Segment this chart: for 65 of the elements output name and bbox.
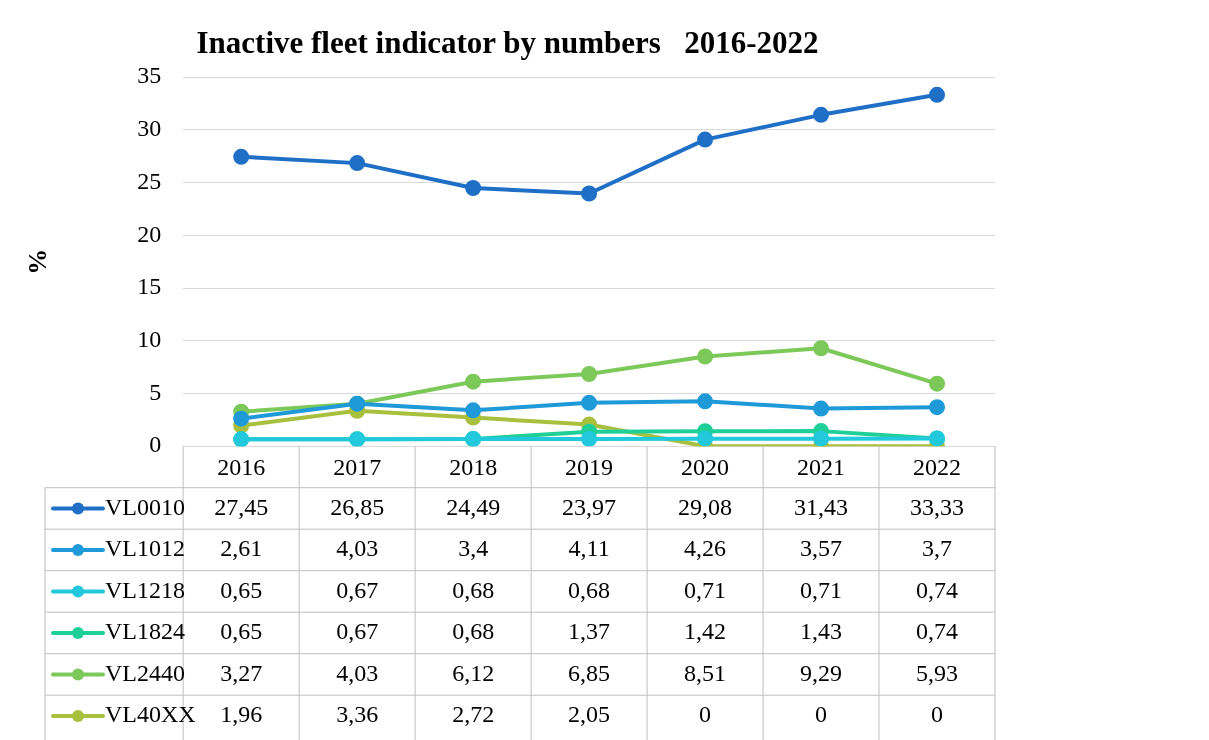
data-label: 27,45 [214, 493, 269, 520]
data-label: 0,71 [800, 576, 843, 603]
legend-label: VL1824 [105, 618, 185, 645]
y-tick-label: 0 [149, 431, 162, 458]
data-label: 6,12 [452, 659, 495, 686]
data-label: 3,4 [458, 535, 489, 562]
legend-label: VL0010 [105, 493, 185, 520]
data-label: 3,57 [800, 535, 843, 562]
legend-label: VL2440 [105, 659, 185, 686]
data-label: 6,85 [568, 659, 611, 686]
data-label: 0,67 [336, 576, 379, 603]
data-label: 0,68 [452, 618, 495, 645]
y-tick-label: 30 [137, 115, 162, 142]
y-tick-label: 25 [137, 167, 162, 194]
y-tick-label: 15 [137, 273, 162, 300]
legend-label: VL40XX [105, 701, 196, 728]
data-label: 26,85 [330, 493, 385, 520]
data-label: 4,11 [568, 535, 610, 562]
y-tick-label: 5 [149, 378, 162, 405]
y-tick-label: 35 [137, 62, 162, 89]
data-label: 0 [699, 701, 712, 728]
data-label: 0 [931, 701, 944, 728]
data-label: 24,49 [446, 493, 501, 520]
data-label: 2,05 [568, 701, 611, 728]
data-label: 5,93 [916, 659, 959, 686]
data-label: 0,68 [452, 576, 495, 603]
x-tick-label: 2019 [565, 453, 614, 480]
data-label: 3,27 [220, 659, 263, 686]
legend-label: VL1012 [105, 535, 185, 562]
data-label: 8,51 [684, 659, 727, 686]
data-label: 0,67 [336, 618, 379, 645]
data-label: 1,43 [800, 618, 843, 645]
data-label: 0,74 [916, 576, 959, 603]
data-label: 29,08 [678, 493, 733, 520]
data-label: 4,03 [336, 535, 379, 562]
data-label: 2,72 [452, 701, 495, 728]
x-tick-label: 2022 [913, 453, 962, 480]
data-label: 0,74 [916, 618, 959, 645]
data-label: 0,68 [568, 576, 611, 603]
data-label: 3,36 [336, 701, 379, 728]
data-label: 1,42 [684, 618, 727, 645]
data-label: 0,65 [220, 576, 263, 603]
chart-title: Inactive fleet indicator by numbers 2016-2022 [196, 24, 819, 60]
y-tick-label: 20 [137, 220, 162, 247]
data-label: 23,97 [562, 493, 617, 520]
data-label: 1,96 [220, 701, 263, 728]
data-label: 0 [815, 701, 828, 728]
x-tick-label: 2021 [797, 453, 846, 480]
data-label: 4,26 [684, 535, 727, 562]
data-label: 3,7 [922, 535, 953, 562]
x-tick-label: 2020 [681, 453, 730, 480]
y-tick-label: 10 [137, 326, 162, 353]
x-tick-label: 2017 [333, 453, 382, 480]
x-tick-label: 2016 [217, 453, 266, 480]
y-axis-title: % [23, 248, 53, 275]
data-label: 9,29 [800, 659, 843, 686]
data-label: 33,33 [910, 493, 965, 520]
data-label: 31,43 [794, 493, 849, 520]
data-label: 4,03 [336, 659, 379, 686]
data-label: 0,71 [684, 576, 727, 603]
legend-label: VL1218 [105, 576, 185, 603]
data-label: 0,65 [220, 618, 263, 645]
data-label: 2,61 [220, 535, 263, 562]
data-label: 1,37 [568, 618, 611, 645]
x-tick-label: 2018 [449, 453, 498, 480]
